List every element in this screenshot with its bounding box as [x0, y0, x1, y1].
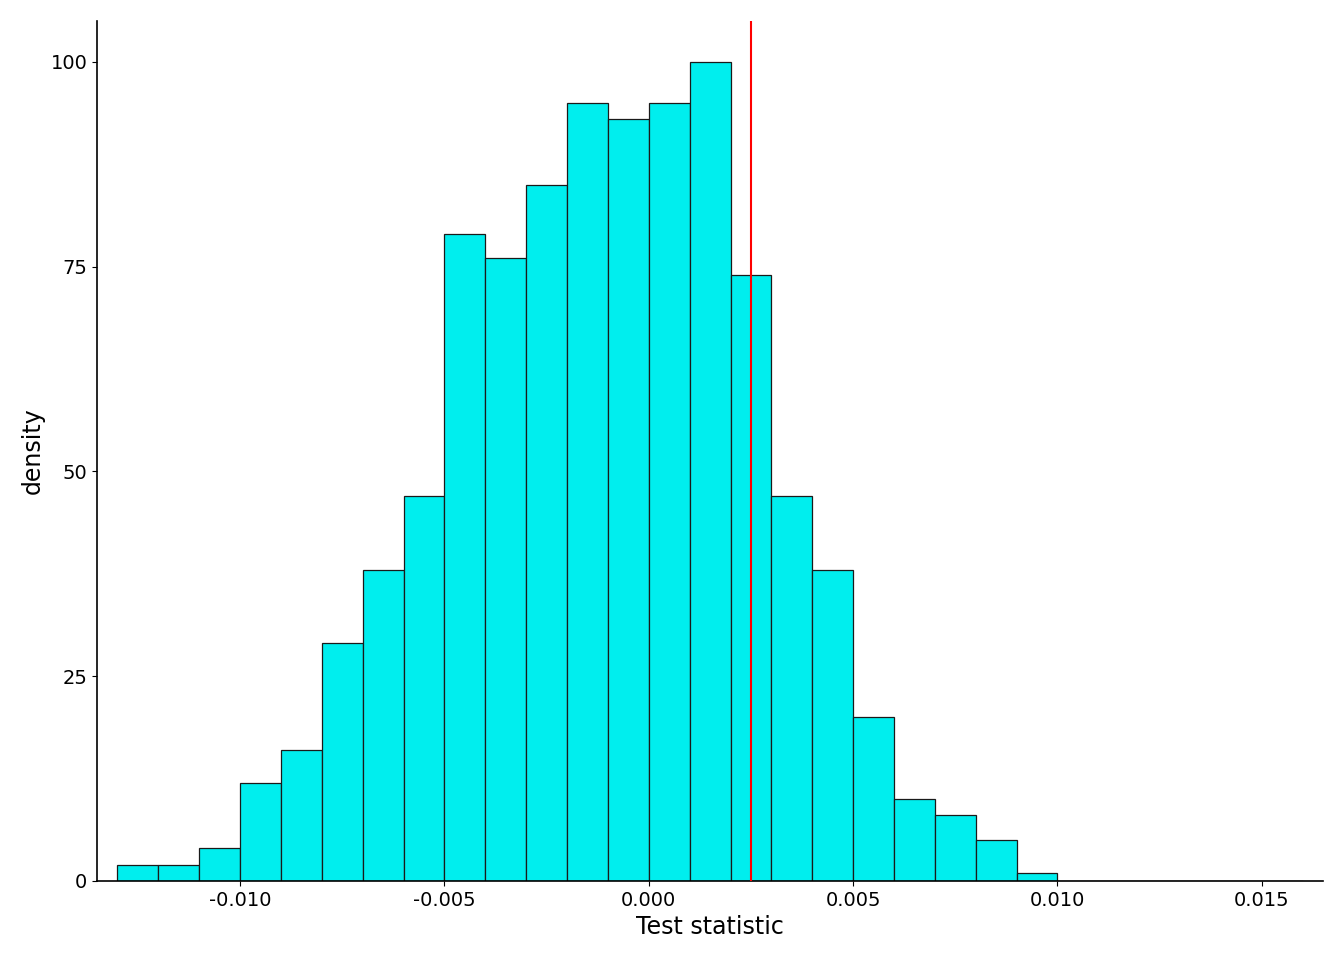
Bar [241, 782, 281, 881]
Bar [771, 496, 812, 881]
Bar [526, 184, 567, 881]
Bar [649, 103, 689, 881]
Bar [445, 234, 485, 881]
X-axis label: Test statistic: Test statistic [636, 915, 784, 939]
Bar [199, 848, 241, 881]
Bar [976, 840, 1016, 881]
Bar [281, 750, 321, 881]
Bar [321, 643, 363, 881]
Bar [731, 275, 771, 881]
Bar [567, 103, 607, 881]
Bar [485, 258, 526, 881]
Bar [894, 799, 935, 881]
Bar [117, 865, 159, 881]
Bar [812, 569, 853, 881]
Bar [1016, 873, 1058, 881]
Bar [689, 61, 731, 881]
Y-axis label: density: density [22, 407, 44, 494]
Bar [403, 496, 445, 881]
Bar [853, 717, 894, 881]
Bar [607, 119, 649, 881]
Bar [159, 865, 199, 881]
Bar [935, 815, 976, 881]
Bar [363, 569, 403, 881]
